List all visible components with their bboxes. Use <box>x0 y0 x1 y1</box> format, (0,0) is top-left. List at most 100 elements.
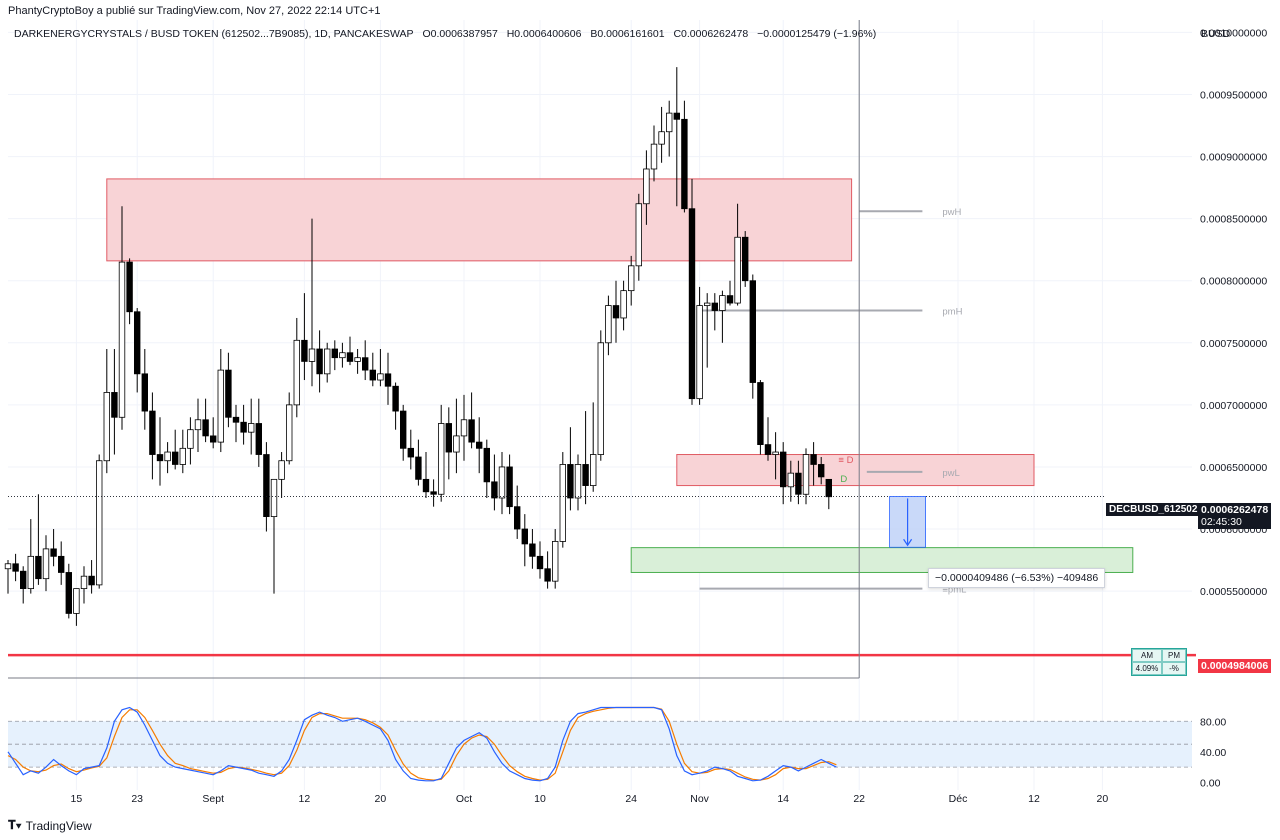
resistance-low-zone <box>676 454 1035 487</box>
candle-down <box>544 568 551 582</box>
candle-up <box>628 265 635 292</box>
candle-down <box>536 555 544 570</box>
candle-down <box>688 208 696 400</box>
open-value: O0.0006387957 <box>422 28 498 40</box>
candle-down <box>726 295 734 304</box>
am-pm-table: AM PM 4.09% -% <box>1131 648 1187 676</box>
close-value: C0.0006262478 <box>673 28 749 40</box>
candle-down <box>255 423 262 455</box>
candle-up <box>194 419 202 431</box>
candle-up <box>650 143 658 170</box>
red-line-price-tag: 0.0004984006 <box>1198 659 1272 673</box>
x-tick-label: 20 <box>1097 793 1109 805</box>
x-tick-label: 23 <box>131 793 143 805</box>
candle-up <box>719 295 726 311</box>
candle-up <box>96 460 103 586</box>
candle-up <box>559 464 566 542</box>
candle-down <box>491 481 498 499</box>
candle-down <box>818 464 825 478</box>
candle-down <box>681 118 688 210</box>
y-tick-label: 0.0006500000 <box>1200 462 1267 474</box>
candle-up <box>453 435 460 453</box>
symbol-legend: DARKENERGYCRYSTALS / BUSD TOKEN (612502.… <box>14 28 882 40</box>
x-tick-label: Sept <box>202 793 224 805</box>
candle-up <box>377 373 384 381</box>
candle-down <box>133 311 141 375</box>
candle-down <box>445 423 452 453</box>
level-label: pwL <box>942 468 959 479</box>
candle-down <box>316 348 323 375</box>
candle-down <box>209 435 217 443</box>
x-tick-label: 15 <box>71 793 83 805</box>
x-tick-label: Nov <box>690 793 709 805</box>
candle-up <box>27 555 34 590</box>
stochastic-pane: 80.00 40.00 0.00 <box>7 706 1226 789</box>
candle-up <box>552 541 559 582</box>
levels: pwH pmH pwL ≡pmL <box>699 207 966 596</box>
candle-down <box>780 451 787 488</box>
candle-down <box>582 464 589 486</box>
measure-label: −0.0000409486 (−6.53%) −409486 <box>928 568 1106 588</box>
level-label: pmH <box>942 307 962 318</box>
candle-up <box>460 419 468 437</box>
candle-down <box>331 348 338 359</box>
candle-down <box>399 410 407 449</box>
candle-up <box>118 261 126 418</box>
candle-up <box>658 131 665 145</box>
candle-down <box>369 369 376 381</box>
overlay: ≡ D D <box>8 20 1196 679</box>
candle-up <box>590 454 597 486</box>
candle-down <box>483 447 490 483</box>
candle-up <box>704 302 711 306</box>
candle-down <box>65 572 72 614</box>
candle-down <box>141 373 148 412</box>
candle-down <box>673 112 680 120</box>
candle-up <box>179 447 186 465</box>
candle-down <box>757 382 764 445</box>
candle-down <box>742 236 749 282</box>
candle-down <box>384 373 392 387</box>
change-value: −0.0000125479 (−1.96%) <box>757 28 877 40</box>
candle-down <box>240 421 247 433</box>
candle-down <box>156 454 164 462</box>
candle-up <box>42 548 50 580</box>
candle-up <box>270 478 278 518</box>
stoch-tick-label: 80.00 <box>1200 716 1226 728</box>
x-tick-label: Déc <box>949 793 968 805</box>
candle-up <box>247 423 255 433</box>
candle-up <box>643 168 650 205</box>
high-value: H0.0006400606 <box>506 28 582 40</box>
candle-down <box>407 447 414 458</box>
candle-up <box>187 429 194 449</box>
y-tick-label: 0.0009000000 <box>1200 152 1267 164</box>
candle-down <box>567 464 574 499</box>
zones <box>106 178 1134 573</box>
candle-up <box>278 460 285 480</box>
low-value: B0.0006161601 <box>590 28 665 40</box>
candle-down <box>301 339 308 362</box>
time-axis[interactable]: 15 23 Sept 12 20 Oct 10 24 Nov 14 22 Déc 12 20 <box>71 793 1109 805</box>
y-tick-label: 0.0010000000 <box>1200 27 1267 39</box>
candle-down <box>749 280 756 383</box>
candle-up <box>4 563 12 570</box>
candle-down <box>50 548 57 557</box>
y-tick-label: 0.0008500000 <box>1200 214 1267 226</box>
candle-down <box>475 441 483 449</box>
candle-down <box>149 410 156 455</box>
x-tick-label: 12 <box>299 793 311 805</box>
candle-up <box>605 305 612 344</box>
candle-up <box>293 339 300 406</box>
candle-up <box>620 290 627 319</box>
candle-up <box>354 357 361 362</box>
footer[interactable]: 𝐓▾ TradingView <box>8 818 92 833</box>
am-header: AM <box>1132 649 1162 662</box>
candle-down <box>521 528 528 545</box>
y-tick-label: 0.0008000000 <box>1200 276 1267 288</box>
countdown-value: 02:45:30 <box>1201 516 1242 528</box>
candle-down <box>612 305 620 319</box>
candle-up <box>802 454 810 495</box>
candlesticks <box>4 67 832 626</box>
x-tick-label: 20 <box>375 793 387 805</box>
current-price-value: 0.0006262478 <box>1201 504 1269 516</box>
